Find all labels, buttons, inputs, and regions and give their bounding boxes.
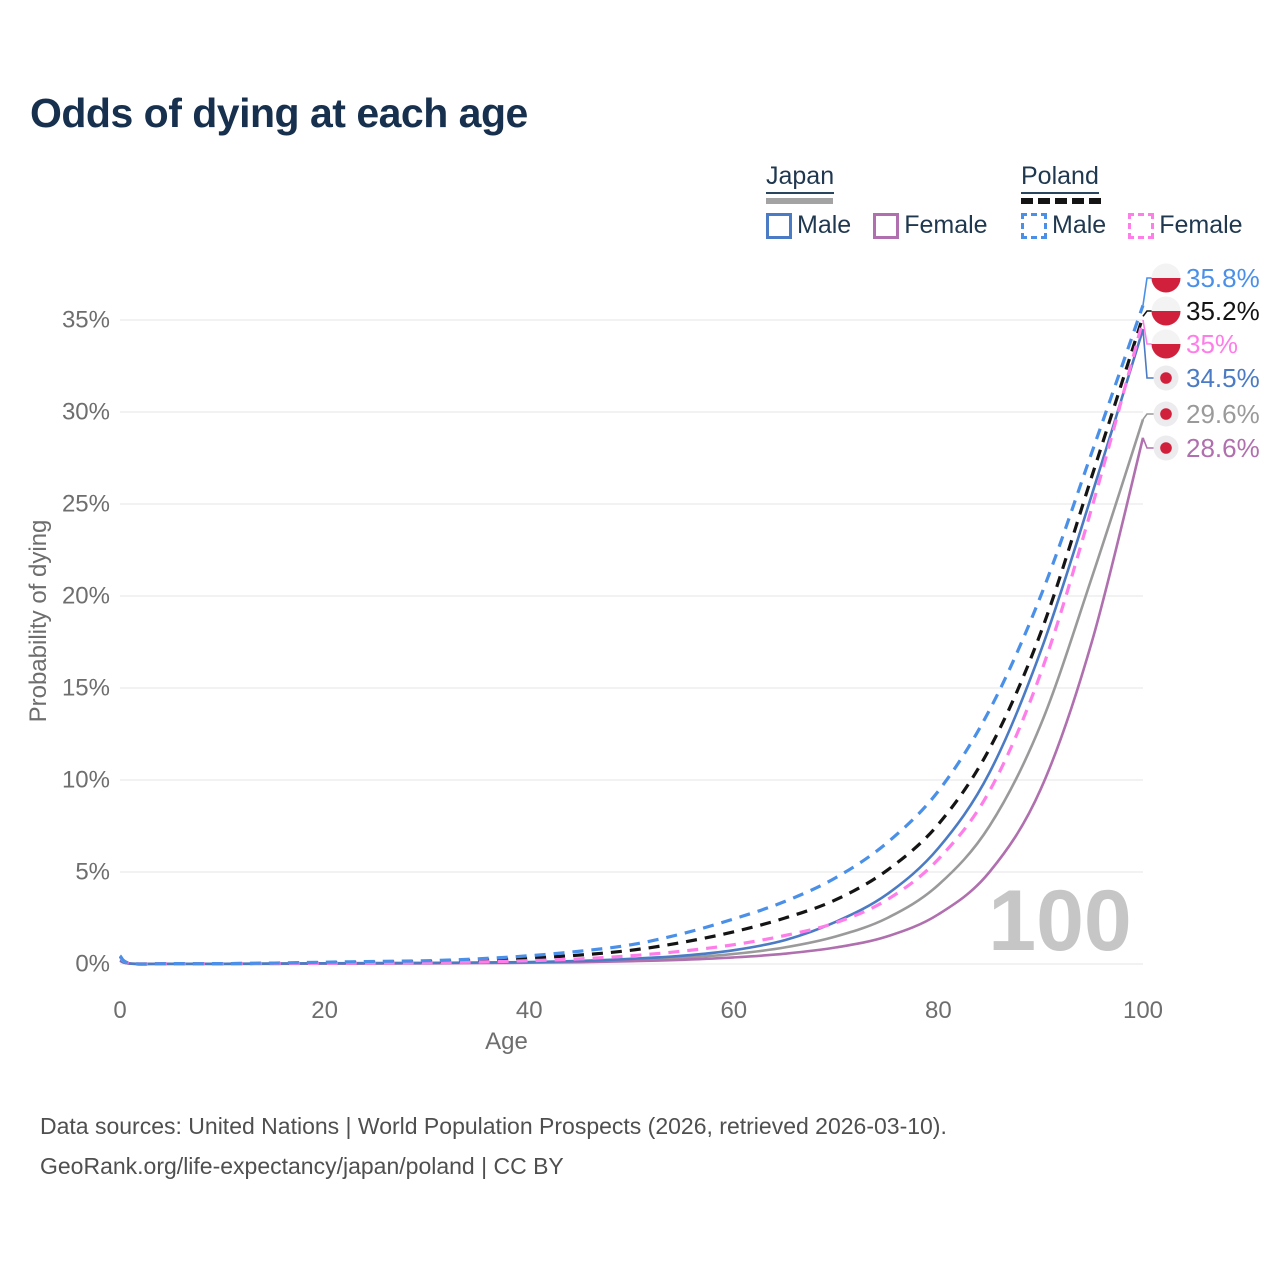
end-label-leader <box>1142 413 1154 420</box>
legend-label: Male <box>797 211 852 239</box>
legend-label: Female <box>904 211 988 239</box>
legend-group-poland: Poland Male Female <box>1021 162 1243 240</box>
poland-female-swatch-icon <box>1128 212 1155 239</box>
line-japan-male[interactable] <box>119 328 1145 966</box>
poland-dashed-line-swatch <box>1021 198 1101 204</box>
legend-item-poland-female[interactable]: Female <box>1128 211 1243 240</box>
x-tick-label: 60 <box>720 997 747 1024</box>
japan-male-swatch-icon <box>766 212 792 239</box>
legend-label: Male <box>1052 211 1107 239</box>
poland-male-swatch-icon <box>1021 212 1047 239</box>
legend-item-poland-male[interactable]: Male <box>1021 211 1106 240</box>
line-poland-male[interactable] <box>118 304 1145 966</box>
end-label-leader <box>1142 329 1154 379</box>
y-tick-label: 35% <box>62 307 110 334</box>
x-tick-label: 80 <box>925 997 952 1024</box>
japan-flag-icon <box>1153 401 1179 427</box>
poland-flag-icon <box>1151 263 1181 293</box>
x-axis-title: Age <box>485 1028 528 1055</box>
y-axis-title: Probability of dying <box>25 520 52 723</box>
legend-header-japan[interactable]: Japan <box>766 162 835 194</box>
y-tick-label: 10% <box>62 767 110 794</box>
y-tick-label: 25% <box>62 491 110 518</box>
end-label-poland-male[interactable]: 35.8% <box>1186 263 1260 293</box>
japan-flag-icon <box>1153 435 1179 461</box>
line-poland-total[interactable] <box>118 315 1145 966</box>
x-tick-label: 0 <box>113 997 126 1024</box>
y-tick-label: 20% <box>62 583 110 610</box>
page-title: Odds of dying at each age <box>30 90 528 136</box>
end-label-poland-female[interactable]: 35% <box>1186 329 1238 359</box>
end-label-poland-total[interactable]: 35.2% <box>1186 296 1260 326</box>
japan-female-swatch-icon <box>873 212 900 239</box>
legend-group-japan: Japan Male Female <box>766 162 988 240</box>
x-tick-label: 20 <box>311 997 338 1024</box>
footer-data-sources: Data sources: United Nations | World Pop… <box>40 1113 947 1139</box>
legend-item-japan-male[interactable]: Male <box>766 211 851 240</box>
japan-flag-icon <box>1153 365 1179 391</box>
y-tick-label: 30% <box>62 399 110 426</box>
y-tick-label: 0% <box>75 951 110 978</box>
y-tick-label: 15% <box>62 675 110 702</box>
end-label-leader <box>1142 437 1154 449</box>
legend-label: Female <box>1159 211 1243 239</box>
x-tick-label: 40 <box>516 997 543 1024</box>
footer: Data sources: United Nations | World Pop… <box>40 1106 947 1186</box>
x-tick-label: 100 <box>1123 997 1163 1024</box>
line-poland-female[interactable] <box>118 319 1145 966</box>
end-label-japan-total[interactable]: 29.6% <box>1186 399 1260 429</box>
end-label-japan-female[interactable]: 28.6% <box>1186 433 1260 463</box>
legend-header-poland[interactable]: Poland <box>1021 162 1099 194</box>
age-cursor-label: 100 <box>988 873 1132 969</box>
poland-flag-icon <box>1151 329 1181 359</box>
end-label-japan-male[interactable]: 34.5% <box>1186 363 1260 393</box>
japan-solid-line-swatch <box>766 198 833 204</box>
poland-flag-icon <box>1151 296 1181 326</box>
y-tick-label: 5% <box>75 859 110 886</box>
footer-attribution: GeoRank.org/life-expectancy/japan/poland… <box>40 1153 564 1179</box>
legend-item-japan-female[interactable]: Female <box>873 211 988 240</box>
